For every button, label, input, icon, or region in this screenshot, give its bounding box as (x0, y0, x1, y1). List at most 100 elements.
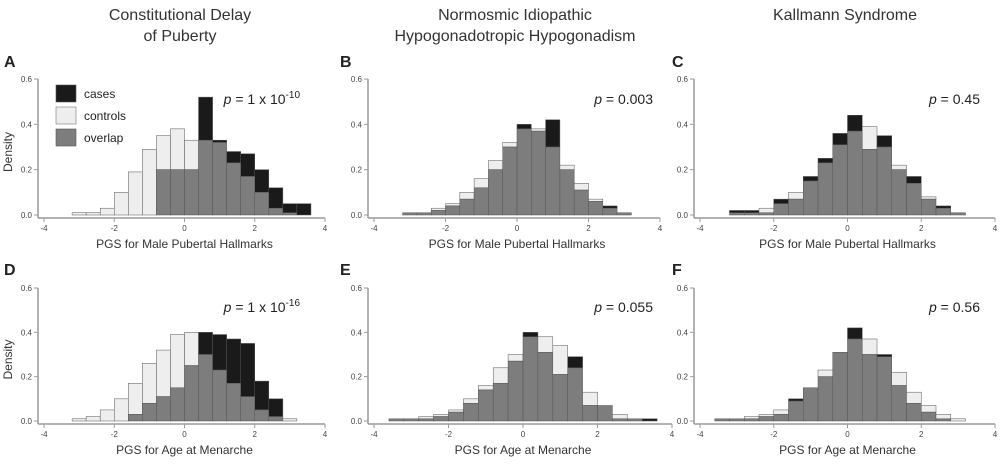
histogram-bar-overlap (433, 416, 449, 422)
panel-b: -4 -2 0 2 4 0.0 0.2 0.4 0.6 PGS for Male Pubertal… (340, 54, 663, 251)
y-tick-label: 0.2 (21, 373, 33, 382)
histogram-bar-overlap (714, 418, 730, 422)
y-tick-label: 0.4 (21, 120, 33, 129)
histogram-bar-controls (817, 369, 833, 377)
histogram-bar-overlap (198, 354, 213, 422)
x-tick-label: -2 (111, 430, 119, 439)
column-title-nihh-line2: Hypogonadotropic Hypogonadism (394, 28, 635, 45)
x-tick-label: 4 (658, 224, 663, 233)
histogram-bar-overlap (478, 389, 494, 422)
x-tick-label: 4 (323, 224, 328, 233)
histogram-bar-controls (473, 178, 489, 189)
x-tick-label: 0 (182, 430, 187, 439)
histogram-bar-controls (773, 409, 789, 415)
p-value-annotation: p = 1 x 10-10 (223, 90, 301, 107)
histogram-bar-controls (582, 391, 598, 406)
histogram-bar-controls (891, 371, 907, 386)
histogram-bar-overlap (758, 416, 774, 422)
x-tick-label: 4 (670, 430, 675, 439)
y-tick-label: 0.0 (677, 417, 689, 426)
histogram-bar-overlap (418, 418, 434, 422)
histogram-bar-controls (156, 349, 171, 397)
histogram-bar-overlap (492, 383, 509, 422)
histogram-bar-overlap (729, 212, 745, 216)
histogram-bar-overlap (507, 360, 524, 422)
histogram-bar-cases (744, 210, 760, 213)
x-tick-label: -4 (40, 430, 48, 439)
histogram-bar-overlap (803, 180, 819, 216)
histogram-bar-cases (567, 356, 583, 369)
histogram-bar-overlap (817, 162, 833, 216)
histogram-bar-cases (296, 203, 312, 216)
p-value-annotation: p = 0.003 (593, 91, 653, 107)
x-axis-label: PGS for Age at Menarche (455, 443, 592, 457)
y-tick-label: 0.0 (351, 211, 363, 220)
x-tick-label: -4 (370, 430, 378, 439)
histogram-bar-overlap (847, 338, 863, 422)
histogram-bar-cases (935, 205, 951, 209)
legend-swatch-cases (55, 84, 77, 103)
x-tick-label: -4 (40, 224, 48, 233)
histogram-bar-controls (478, 385, 494, 391)
histogram-bar-overlap (445, 205, 461, 216)
histogram-bar-controls (156, 135, 171, 170)
histogram-bar-overlap (537, 352, 554, 422)
y-tick-label: 0.0 (21, 417, 33, 426)
histogram-bar-controls (862, 338, 878, 355)
histogram-bar-cases (516, 124, 532, 130)
histogram-bar-controls (559, 164, 575, 170)
histogram-bar-controls (418, 416, 434, 420)
panel-a: -4 -2 0 2 4 0.0 0.2 0.4 0.6 PGS for Male Pubertal… (1, 54, 328, 251)
histogram-bar-controls (282, 418, 298, 422)
legend-label-cases: cases (84, 87, 115, 101)
histogram-bar-overlap (616, 212, 632, 216)
y-tick-label: 0.0 (677, 211, 689, 220)
x-tick-label: 2 (919, 224, 924, 233)
histogram-bar-cases (268, 187, 284, 209)
x-axis-label: PGS for Age at Menarche (779, 443, 916, 457)
x-axis-label: PGS for Male Pubertal Hallmarks (96, 237, 273, 251)
histogram-bar-cases (803, 176, 819, 182)
histogram-bar-overlap (744, 212, 760, 216)
histogram-bar-overlap (522, 336, 539, 422)
histogram-bar-overlap (463, 403, 479, 422)
histogram-bar-overlap (935, 207, 951, 216)
histogram-bar-overlap (773, 203, 789, 216)
histogram-bar-overlap (268, 207, 284, 216)
histogram-bar-controls (891, 164, 907, 170)
x-tick-label: -2 (442, 224, 450, 233)
histogram-bar-overlap (891, 385, 907, 422)
y-tick-label: 0.4 (21, 328, 33, 337)
histogram-bar-cases (788, 398, 804, 402)
histogram-bar-cases (522, 332, 539, 338)
y-tick-label: 0.2 (351, 373, 363, 382)
histogram-bar-overlap (891, 169, 907, 216)
histogram-bar-cases (641, 418, 658, 422)
histogram-bar-overlap (545, 146, 561, 216)
legend-label-overlap: overlap (84, 131, 124, 145)
p-value-annotation: p = 0.055 (593, 299, 653, 315)
histogram-bar-controls (758, 207, 774, 213)
histogram-bar-overlap (226, 162, 241, 216)
histogram-bar-overlap (906, 183, 922, 216)
histogram-bar-controls (114, 192, 129, 216)
x-tick-label: 2 (586, 224, 591, 233)
histogram-bar-overlap (876, 356, 892, 422)
histogram-bar-controls (170, 128, 185, 170)
histogram-bar-overlap (559, 169, 575, 216)
histogram-bar-controls (921, 196, 937, 200)
x-tick-label: -2 (445, 430, 453, 439)
legend-label-controls: controls (84, 109, 126, 123)
histogram-bar-controls (448, 409, 464, 413)
histogram-bar-controls (935, 414, 951, 420)
histogram-bar-controls (537, 336, 554, 353)
histogram-bar-overlap (582, 405, 598, 422)
histogram-bar-overlap (552, 374, 568, 422)
histogram-bar-overlap (573, 189, 589, 216)
histogram-bar-overlap (832, 352, 848, 422)
histogram-bar-overlap (198, 139, 213, 216)
histogram-bar-cases (268, 398, 284, 417)
panel-label-c: C (672, 54, 684, 71)
histogram-bar-cases (876, 354, 892, 357)
